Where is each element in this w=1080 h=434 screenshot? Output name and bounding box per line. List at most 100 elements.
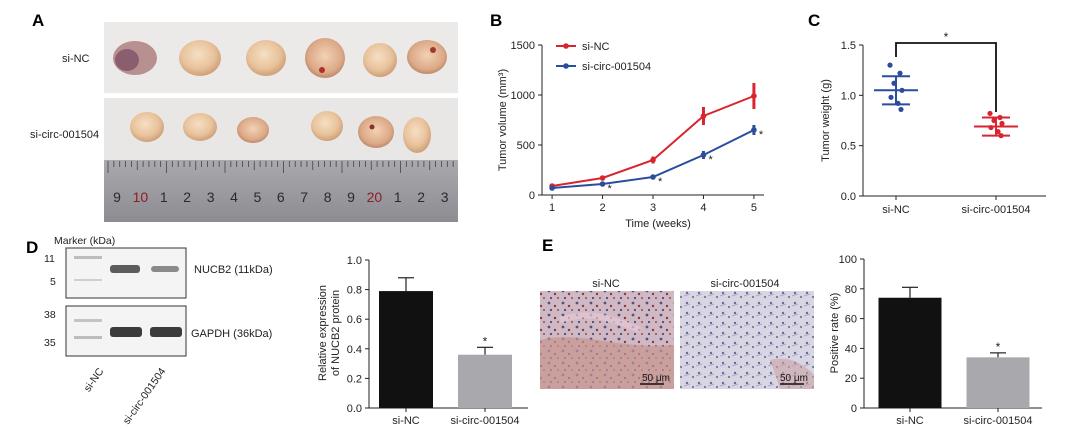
x-tick-label: 1 <box>549 202 555 214</box>
data-point <box>987 110 993 117</box>
y-tick-label: 40 <box>845 343 857 355</box>
band-gapdh-si-circ <box>150 327 182 337</box>
y-tick-label: 0 <box>851 403 857 415</box>
tumor-weight-scatter-chart: 0.0 0.5 1.0 1.5 si-NC si-circ-001504 Tumor wei… <box>820 30 1046 216</box>
y-tick-label: 500 <box>517 140 535 152</box>
signif-marker: * <box>944 30 949 44</box>
tumor <box>130 112 164 142</box>
band-nucb2-si-circ <box>151 266 179 272</box>
tumor <box>403 117 431 153</box>
tumor <box>183 113 217 141</box>
scale-label: 50 μm <box>642 373 670 384</box>
x-tick-label: si-circ-001504 <box>450 415 519 427</box>
marker-title: Marker (kDa) <box>54 235 115 247</box>
x-tick-label: 2 <box>599 202 605 214</box>
panel-letter-a: A <box>32 11 44 30</box>
x-tick-label: 3 <box>650 202 656 214</box>
ruler-label: 20 <box>367 189 383 205</box>
legend-label: si-circ-001504 <box>582 61 651 73</box>
positive-rate-bar-chart: 0 20 40 60 80 100 si-NC si-circ-001504 * Positive… <box>829 254 1042 427</box>
signif-marker: * <box>996 340 1001 354</box>
band-label-nucb2: NUCB2 (11kDa) <box>194 264 273 276</box>
y-tick-label: 1.0 <box>347 255 362 267</box>
ruler-label: 9 <box>113 189 121 205</box>
signif-marker: * <box>608 183 613 195</box>
ruler-label: 3 <box>207 189 215 205</box>
data-point <box>999 120 1005 127</box>
data-point <box>751 127 757 133</box>
data-point <box>650 174 656 180</box>
signif-marker: * <box>708 154 713 166</box>
tumor <box>311 111 343 141</box>
x-tick-label: si-circ-001504 <box>963 415 1032 427</box>
lane-label-si-circ: si-circ-001504 <box>121 366 169 427</box>
tumors-si-circ <box>130 111 431 153</box>
y-tick-label: 100 <box>839 254 857 266</box>
ruler-label: 2 <box>417 189 425 205</box>
y-axis-label: Tumor volume (mm³) <box>497 69 509 171</box>
y-tick-label: 1500 <box>511 40 535 52</box>
western-blot <box>65 247 187 357</box>
ruler-label: 7 <box>300 189 308 205</box>
ruler-label: 6 <box>277 189 285 205</box>
panel-letter-e: E <box>542 236 553 255</box>
band-gapdh-si-nc <box>110 327 142 337</box>
data-point <box>549 185 555 191</box>
tumor-blood-spot <box>369 124 375 130</box>
y-tick-label: 0.4 <box>347 344 362 356</box>
ihc-stain-region <box>770 358 814 389</box>
data-point <box>887 62 893 68</box>
x-tick-label: 4 <box>700 202 706 214</box>
y-tick-label: 0.2 <box>347 373 362 385</box>
bar <box>379 291 433 408</box>
tumors-si-nc <box>113 38 447 78</box>
y-tick-label: 1.0 <box>841 90 856 102</box>
data-point <box>897 70 903 76</box>
band-nucb2-si-nc <box>110 265 140 273</box>
legend-label: si-NC <box>582 41 610 53</box>
y-tick-label: 0.5 <box>841 141 856 153</box>
tumor <box>246 40 286 76</box>
y-axis-label: Tumor weight (g) <box>820 79 832 162</box>
significance-bracket <box>895 42 997 112</box>
series-line <box>551 95 755 187</box>
tumor <box>407 40 447 74</box>
x-tick-label: si-circ-001504 <box>961 204 1030 216</box>
panel-letter-c: C <box>808 11 820 30</box>
row-label-si-nc: si-NC <box>62 53 90 65</box>
data-point <box>888 94 894 100</box>
ihc-images <box>540 291 814 389</box>
row-label-si-circ: si-circ-001504 <box>30 129 99 141</box>
panel-letter-b: B <box>490 11 502 30</box>
y-tick-label: 80 <box>845 284 857 296</box>
tumor <box>237 117 269 143</box>
x-tick-label: 5 <box>751 202 757 214</box>
x-axis-label: Time (weeks) <box>625 218 691 230</box>
data-point <box>599 181 606 187</box>
y-tick-label: 1.5 <box>841 40 856 52</box>
x-tick-label: si-NC <box>882 204 910 216</box>
data-point <box>700 113 707 119</box>
y-axis-label: Positive rate (%) <box>829 293 841 374</box>
marker-label: 11 <box>44 253 55 265</box>
tumor <box>363 43 397 77</box>
marker-band <box>74 319 102 322</box>
nucb2-expression-bar-chart: 0.0 0.2 0.4 0.6 0.8 1.0 si-NC si-circ-001504 * Re… <box>317 255 528 427</box>
marker-band <box>74 336 102 339</box>
tumor-photo: 9 10 1 2 3 4 5 6 7 8 9 20 1 2 3 <box>104 22 458 222</box>
signif-marker: * <box>658 176 663 188</box>
band-label-gapdh: GAPDH (36kDa) <box>191 328 272 340</box>
y-axis-label: of NUCB2 protein <box>330 290 342 376</box>
y-tick-label: 0.0 <box>841 191 856 203</box>
legend-marker <box>563 63 569 69</box>
tumor <box>179 40 221 76</box>
ruler <box>104 160 458 222</box>
y-axis-label: Relative expression <box>317 285 329 381</box>
y-tick-label: 0.6 <box>347 314 362 326</box>
data-point <box>751 93 757 99</box>
lane-label-si-nc: si-NC <box>82 366 107 395</box>
marker-band <box>74 256 102 259</box>
bar <box>878 297 942 408</box>
tumor-volume-line-chart: 0 500 1000 1500 1 2 3 4 5 Time (weeks) Tumor volum… <box>497 40 764 230</box>
ruler-labels: 9 10 1 2 3 4 5 6 7 8 9 20 1 2 3 <box>113 189 449 205</box>
